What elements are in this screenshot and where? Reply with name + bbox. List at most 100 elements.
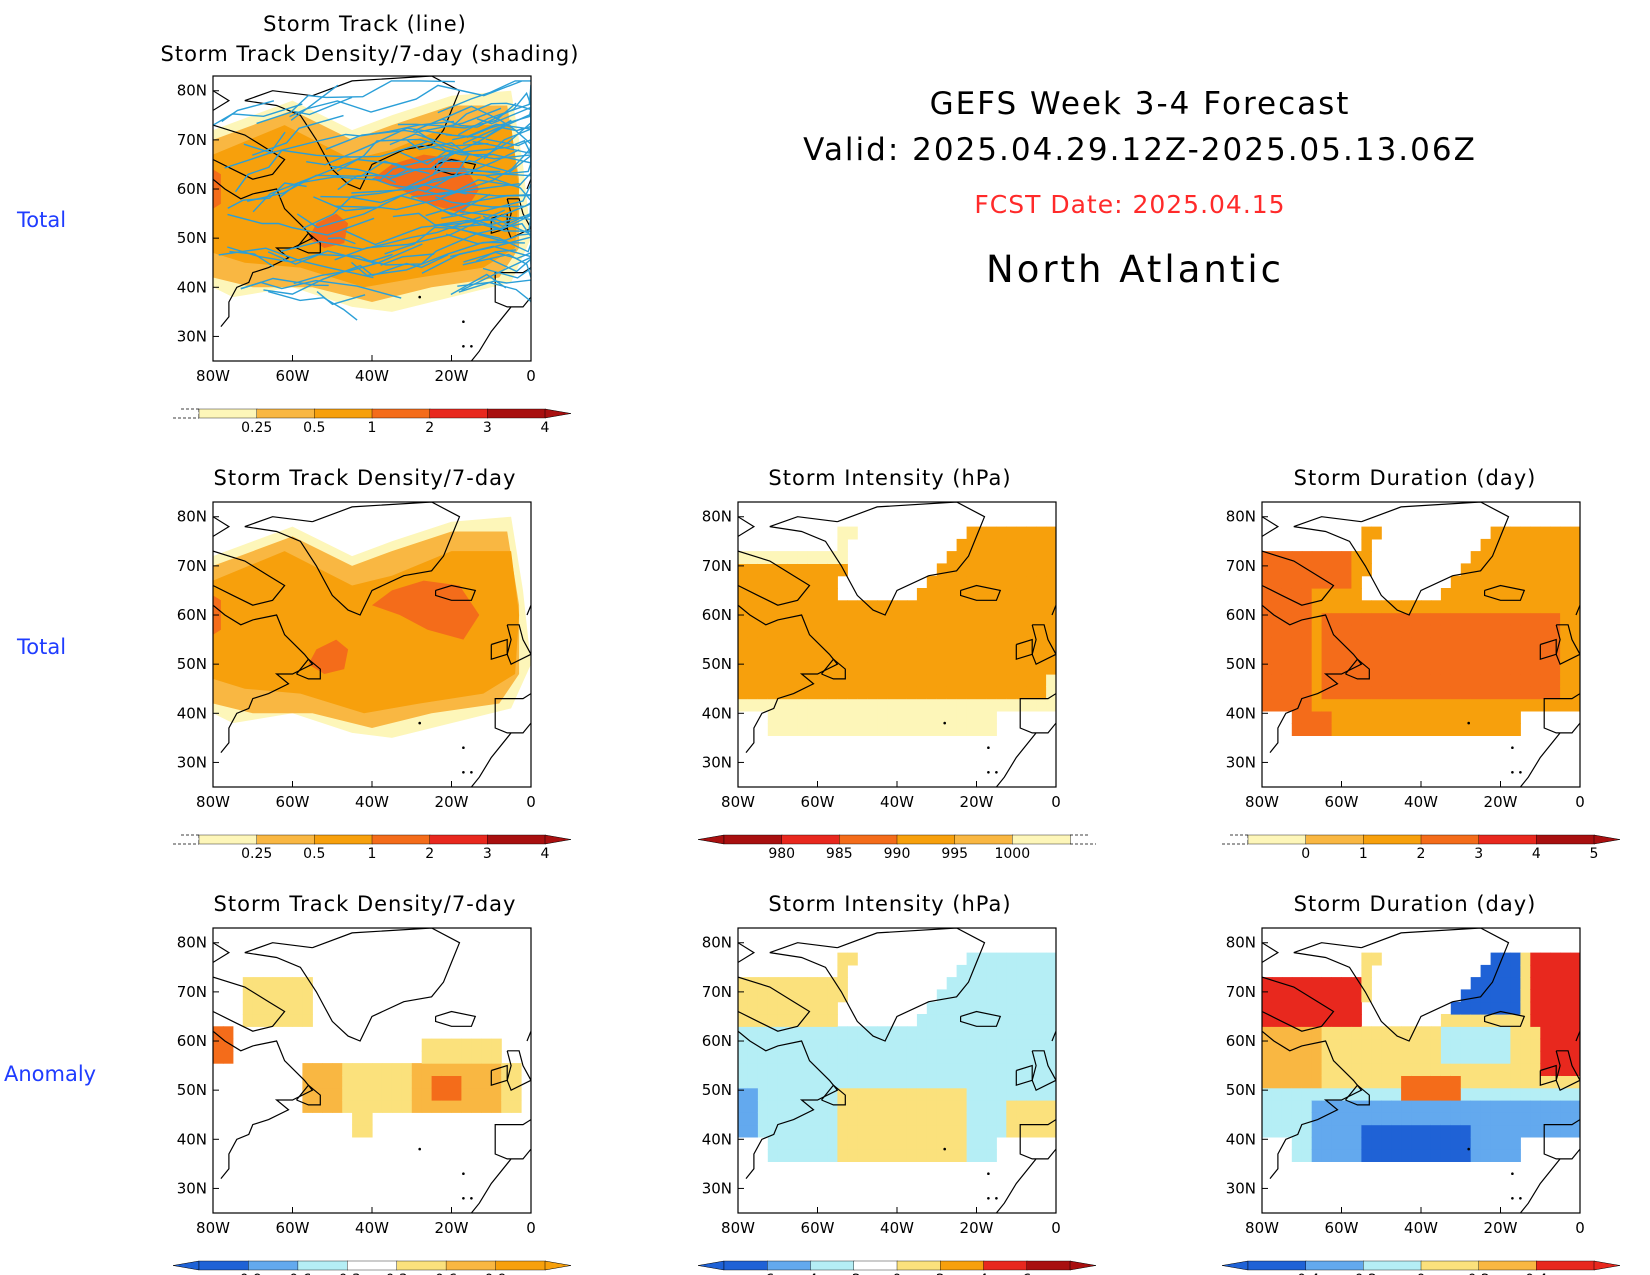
colorbar-label: -0.3	[334, 1272, 361, 1275]
storm-track-line	[380, 253, 435, 266]
grid-cell	[757, 1100, 769, 1113]
grid-cell	[332, 1087, 343, 1101]
grid-cell	[926, 1050, 938, 1064]
grid-cell	[986, 600, 997, 614]
grid-cell	[1450, 612, 1462, 626]
grid-cell	[847, 1075, 858, 1089]
grid-cell	[1271, 1075, 1283, 1089]
grid-cell	[1046, 649, 1056, 663]
grid-cell	[797, 637, 809, 650]
grid-cell	[1371, 649, 1382, 663]
grid-cell	[1520, 686, 1531, 700]
grid-cell	[1450, 1063, 1462, 1076]
lat-tick-label: 60N	[702, 606, 732, 624]
grid-cell	[986, 637, 997, 650]
grid-cell	[996, 1112, 1007, 1126]
grid-cell	[996, 977, 1007, 990]
grid-cell	[827, 977, 838, 990]
grid-cell	[1351, 1100, 1362, 1113]
grid-cell	[797, 1100, 809, 1113]
grid-cell	[1500, 1124, 1511, 1138]
island	[1519, 1197, 1522, 1200]
grid-cell	[1560, 612, 1571, 626]
grid-cell	[936, 637, 948, 650]
grid-cell	[1530, 1100, 1541, 1113]
grid-cell	[1006, 612, 1017, 626]
grid-cell	[976, 575, 987, 589]
grid-cell	[926, 1124, 938, 1138]
grid-cell	[1006, 952, 1017, 966]
grid-cell	[1570, 674, 1580, 687]
grid-cell	[827, 698, 838, 712]
grid-cell	[887, 600, 898, 614]
lat-tick-label: 30N	[177, 1179, 207, 1197]
grid-cell	[738, 563, 749, 577]
grid-cell	[1391, 1136, 1402, 1150]
coastline	[1345, 1084, 1370, 1106]
grid-cell	[986, 989, 997, 1003]
grid-cell	[966, 588, 978, 601]
colorbar-label: -2	[847, 1272, 861, 1275]
grid-cell	[1311, 1050, 1323, 1064]
grid-cell	[777, 1124, 789, 1138]
grid-cell	[213, 1050, 224, 1064]
grid-cell	[966, 575, 978, 589]
grid-cell	[1026, 551, 1037, 564]
coastline	[244, 928, 461, 1042]
grid-cell	[1411, 723, 1422, 736]
grid-cell	[1291, 1149, 1303, 1162]
grid-cell	[936, 1038, 948, 1052]
grid-cell	[966, 551, 978, 564]
grid-cell	[738, 686, 749, 700]
colorbar-label: 2	[1417, 846, 1426, 862]
grid-cell	[1281, 674, 1293, 687]
grid-cell	[1510, 952, 1521, 966]
grid-cell	[847, 686, 858, 700]
grid-cell	[738, 1050, 749, 1064]
grid-cell	[1480, 710, 1492, 724]
colorbar-label: 2	[936, 1272, 945, 1275]
colorbar-segment	[314, 408, 373, 419]
grid-cell	[1321, 698, 1333, 712]
lon-tick-label: 80W	[196, 1219, 230, 1237]
grid-cell	[847, 1050, 858, 1064]
grid-cell	[1500, 1063, 1511, 1076]
grid-cell	[1550, 637, 1561, 650]
colorbar-label: 2	[425, 846, 434, 862]
grid-cell	[837, 686, 848, 700]
grid-cell	[1301, 649, 1313, 663]
grid-cell	[1470, 1026, 1482, 1040]
grid-cell	[1540, 1087, 1551, 1101]
grid-cell	[1500, 723, 1511, 736]
grid-cell	[1321, 649, 1333, 663]
grid-cell	[1440, 1087, 1452, 1101]
grid-cell	[1480, 575, 1492, 589]
grid-cell	[1540, 575, 1551, 589]
grid-cell	[1530, 1050, 1541, 1064]
grid-cell	[1550, 588, 1561, 601]
grid-cell	[857, 1038, 868, 1052]
grid-cell	[946, 612, 958, 626]
grid-cell	[747, 1100, 759, 1113]
grid-cell	[867, 1112, 878, 1126]
grid-cell	[1530, 1038, 1541, 1052]
grid-cell	[1540, 698, 1551, 712]
grid-cell	[1361, 989, 1372, 1003]
grid-cell	[312, 1075, 323, 1089]
grid-cell	[1560, 1112, 1571, 1126]
grid-cell	[787, 1001, 799, 1015]
grid-cell	[1530, 588, 1541, 601]
grid-cell	[1520, 698, 1531, 712]
lat-tick-label: 30N	[1226, 753, 1256, 771]
grid-cell	[867, 1075, 878, 1089]
grid-cell	[1016, 1038, 1027, 1052]
grid-cell	[857, 698, 868, 712]
grid-cell	[1271, 600, 1283, 614]
island	[462, 771, 465, 774]
storm-track-line	[424, 154, 469, 194]
grid-cell	[1371, 1149, 1382, 1162]
grid-cell	[877, 600, 888, 614]
storm-track-line	[256, 80, 455, 125]
grid-cell	[1341, 1136, 1352, 1150]
